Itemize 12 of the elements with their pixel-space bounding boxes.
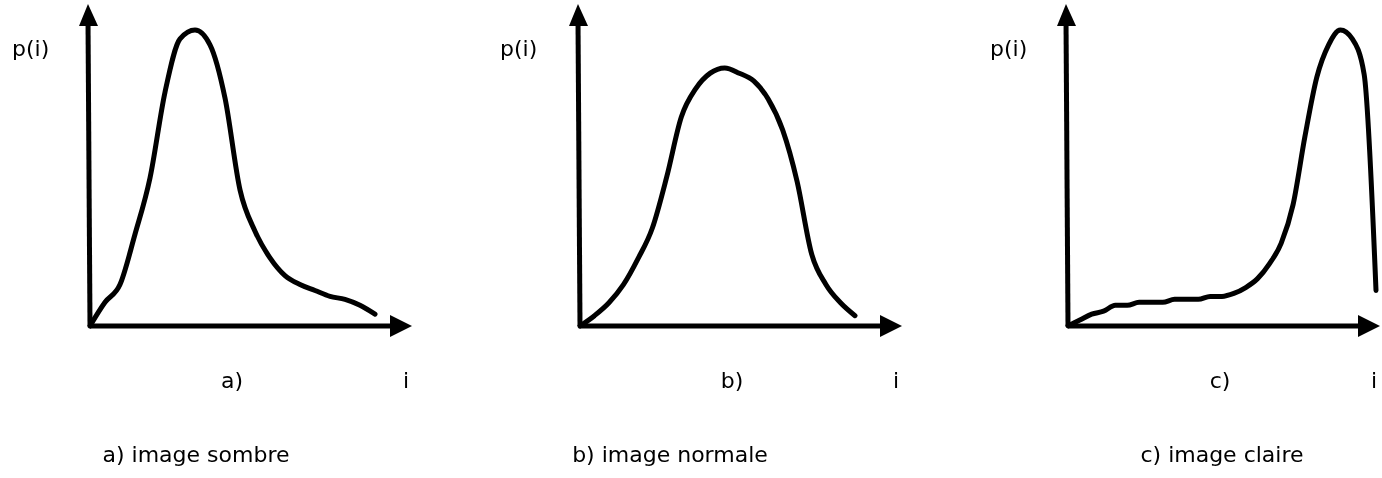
y-axis-title: p(i): [500, 36, 538, 61]
text: b) image normale: [572, 442, 768, 467]
text: c): [1209, 368, 1231, 393]
x-axis-title: i: [402, 368, 410, 393]
x-axis-title: i: [1370, 368, 1378, 393]
text: a) image sombre: [102, 442, 290, 467]
text: a): [220, 368, 244, 393]
y-axis-title: p(i): [990, 36, 1028, 61]
y-axis-title: p(i): [12, 36, 50, 61]
text: c) image claire: [1140, 442, 1304, 467]
x-axis-title: i: [892, 368, 900, 393]
text: b): [720, 368, 744, 393]
